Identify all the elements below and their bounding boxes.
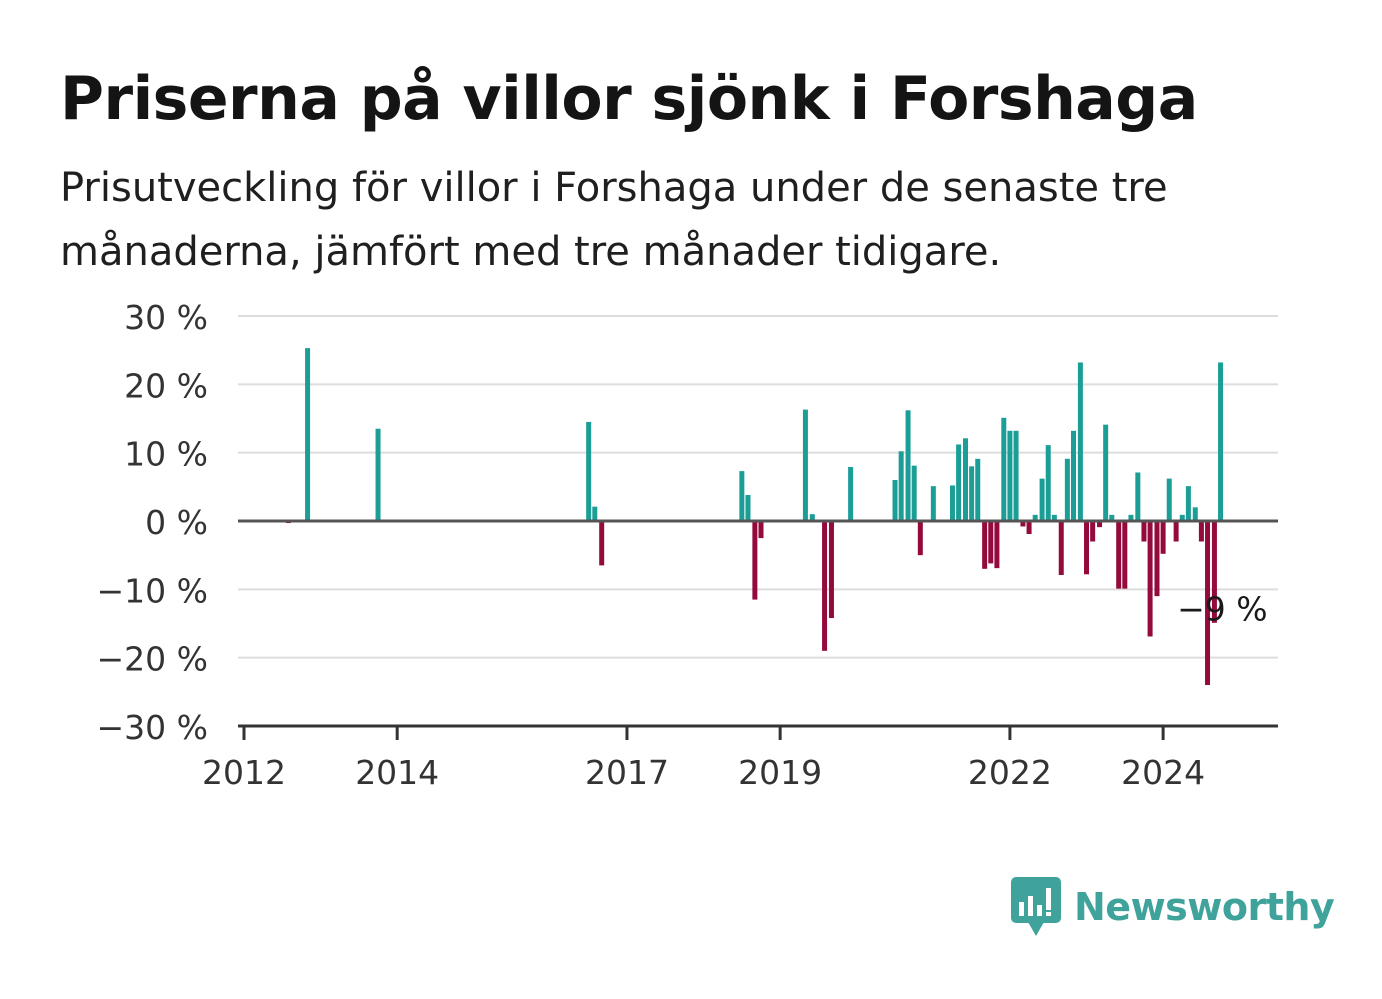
x-tick-label: 2019	[738, 753, 822, 792]
brand-name: Newsworthy	[1074, 885, 1335, 929]
x-tick-label: 2014	[355, 753, 439, 792]
newsworthy-logo-icon	[1011, 877, 1061, 936]
bar	[1192, 507, 1198, 521]
bar	[1013, 430, 1019, 521]
bar	[592, 506, 598, 521]
bar	[1103, 424, 1109, 521]
bar	[956, 444, 962, 521]
bar	[1058, 521, 1064, 575]
bar	[963, 438, 969, 521]
annotations: −9 %	[1177, 590, 1268, 629]
bar	[1064, 458, 1070, 521]
bar	[1128, 514, 1134, 521]
bar	[822, 521, 828, 651]
bar	[1211, 521, 1217, 623]
bar	[1198, 521, 1204, 542]
bar	[1179, 514, 1185, 521]
bar	[994, 521, 1000, 569]
chart-subtitle: Prisutveckling för villor i Forshaga und…	[60, 165, 1168, 275]
bar	[745, 495, 751, 521]
x-axis-labels: 2012 2014 2017 2019 2022 2024	[202, 726, 1205, 792]
x-tick-label: 2024	[1121, 753, 1205, 792]
bar	[1097, 521, 1103, 528]
bar	[305, 348, 311, 521]
grid-lines	[238, 315, 1278, 659]
bar	[1141, 521, 1147, 542]
bar	[930, 486, 936, 521]
newsworthy-logo: Newsworthy	[1010, 876, 1335, 938]
y-tick-label: 20 %	[124, 366, 208, 405]
bar	[848, 467, 854, 521]
bar	[1135, 472, 1141, 521]
bar	[898, 451, 904, 521]
bar	[911, 465, 917, 521]
y-tick-label: 0 %	[145, 503, 208, 542]
bar	[1045, 445, 1051, 521]
bar	[917, 521, 923, 556]
bar	[1039, 478, 1045, 521]
bar	[1218, 362, 1224, 521]
bar	[892, 480, 898, 521]
y-tick-label: −20 %	[97, 640, 209, 679]
bar	[1147, 521, 1153, 637]
bar	[809, 514, 815, 521]
bars	[285, 348, 1224, 685]
bar	[802, 409, 808, 521]
bar	[586, 421, 592, 521]
bar	[1070, 430, 1076, 521]
axes	[238, 519, 1278, 728]
bar	[1051, 514, 1057, 521]
bar	[1122, 521, 1128, 589]
bar	[739, 471, 745, 521]
y-tick-label: 30 %	[124, 298, 208, 337]
chart-title: Priserna på villor sjönk i Forshaga	[60, 64, 1198, 134]
y-tick-label: −30 %	[97, 708, 209, 747]
bar	[975, 458, 981, 521]
bar	[1109, 514, 1115, 521]
bar	[1205, 521, 1211, 685]
bar	[1020, 521, 1026, 527]
bar	[1160, 521, 1166, 554]
bar	[1116, 521, 1122, 589]
y-tick-label: −10 %	[97, 571, 209, 610]
bar	[1084, 521, 1090, 575]
bar	[1007, 430, 1013, 521]
bar	[375, 428, 381, 521]
x-tick-label: 2017	[585, 753, 669, 792]
bar	[1026, 521, 1032, 534]
bar	[982, 521, 988, 569]
bar	[1077, 362, 1083, 521]
bar	[599, 521, 605, 566]
y-tick-label: 10 %	[124, 435, 208, 474]
x-tick-label: 2022	[968, 753, 1052, 792]
bar	[828, 521, 834, 619]
bar	[949, 485, 955, 521]
bar	[1001, 417, 1007, 521]
bar	[1090, 521, 1096, 542]
x-tick-label: 2012	[202, 753, 286, 792]
annotation-label: −9 %	[1177, 590, 1268, 629]
bar	[1173, 521, 1179, 542]
y-axis-labels: −30 % −20 % −10 % 0 % 10 % 20 % 30 %	[97, 298, 209, 747]
bar	[1185, 486, 1191, 521]
bar	[752, 521, 758, 600]
bar	[1154, 521, 1160, 597]
bar	[1166, 478, 1172, 521]
bar	[1032, 514, 1038, 521]
bar	[969, 466, 975, 521]
bar	[905, 410, 911, 521]
bar	[758, 521, 764, 539]
bar	[988, 521, 994, 564]
